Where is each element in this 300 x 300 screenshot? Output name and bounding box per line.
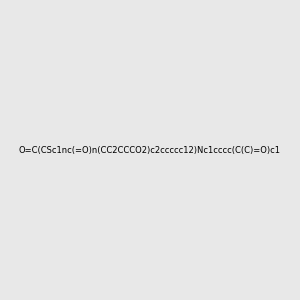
Text: O=C(CSc1nc(=O)n(CC2CCCO2)c2ccccc12)Nc1cccc(C(C)=O)c1: O=C(CSc1nc(=O)n(CC2CCCO2)c2ccccc12)Nc1cc… bbox=[19, 146, 281, 154]
